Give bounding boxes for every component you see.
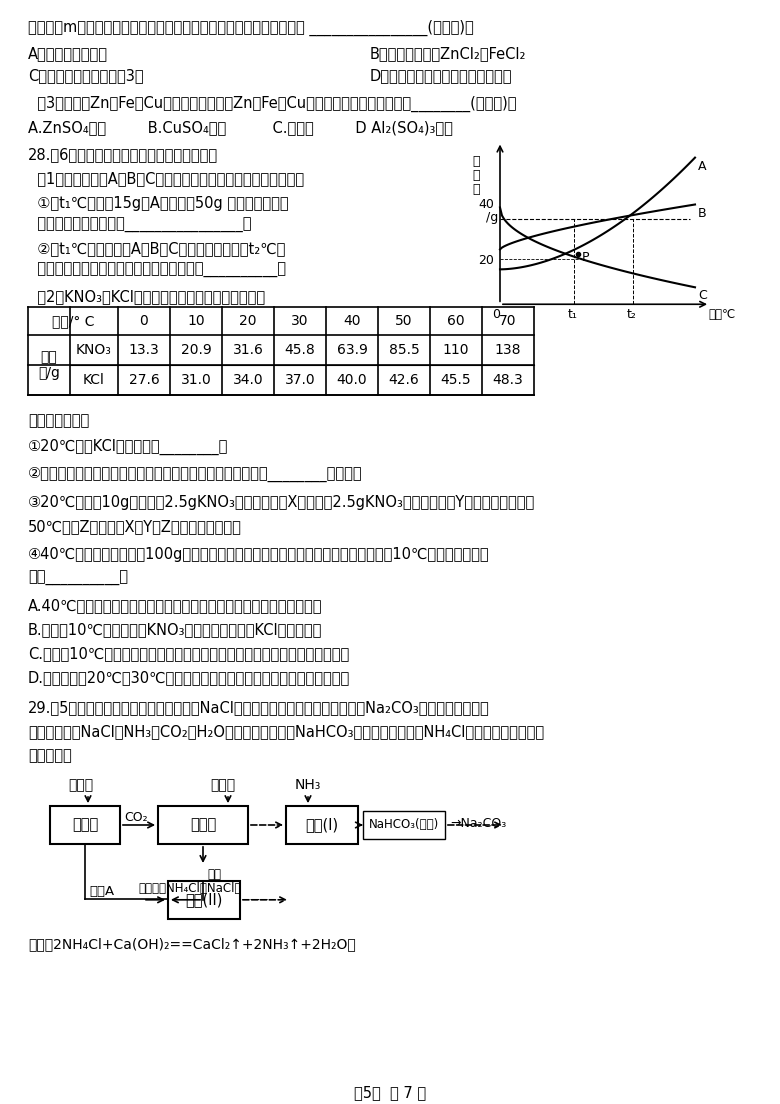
Text: 20: 20: [478, 254, 494, 267]
Text: KCl: KCl: [83, 373, 105, 388]
Text: 石灰石: 石灰石: [68, 778, 93, 792]
Text: t₁: t₁: [568, 308, 578, 321]
Text: （2）KNO₃和KCl在不同温度时的溶解度如下表所示: （2）KNO₃和KCl在不同温度时的溶解度如下表所示: [28, 289, 265, 305]
Text: 28.（6分）溶液在生产生活中有着广泛运用。: 28.（6分）溶液在生产生活中有着广泛运用。: [28, 148, 218, 162]
Text: 温度℃: 温度℃: [708, 308, 736, 321]
Bar: [168, 881, 240, 919]
Text: 31.6: 31.6: [232, 343, 264, 358]
Text: B.降温至10℃时，析出的KNO₃晶体质量比析出的KCl晶体质量大: B.降温至10℃时，析出的KNO₃晶体质量比析出的KCl晶体质量大: [28, 623, 322, 637]
Text: NH₃: NH₃: [295, 778, 321, 792]
Text: A、滤液可能是无色: A、滤液可能是无色: [28, 46, 108, 61]
Text: （1）如图所示是A、B、C三种物质的溶解度曲线，据此图回答：: （1）如图所示是A、B、C三种物质的溶解度曲线，据此图回答：: [28, 171, 304, 187]
Text: 37.0: 37.0: [285, 373, 315, 388]
Text: CO₂: CO₂: [124, 811, 147, 824]
Text: 60: 60: [447, 315, 465, 328]
Text: 30: 30: [291, 315, 309, 328]
Bar: [50, 806, 120, 843]
Text: 质量仍为m克，对所得滤液和滤渣有如下四种判断，以下判断正确的是 ________________(填序号)。: 质量仍为m克，对所得滤液和滤渣有如下四种判断，以下判断正确的是 ________…: [28, 20, 473, 36]
Text: ②若要除去硝酸钾中混有的少量氯化钾可采用的方法为溶解、________、过滤。: ②若要除去硝酸钾中混有的少量氯化钾可采用的方法为溶解、________、过滤。: [28, 467, 363, 482]
Text: A.ZnSO₄溶液         B.CuSO₄溶液          C.稀盐酸         D Al₂(SO₄)₃溶液: A.ZnSO₄溶液 B.CuSO₄溶液 C.稀盐酸 D Al₂(SO₄)₃溶液: [28, 119, 453, 135]
Text: 食盐水: 食盐水: [210, 778, 235, 792]
Text: （已知2NH₄Cl+Ca(OH)₂==CaCl₂↑+2NH₃↑+2H₂O）: （已知2NH₄Cl+Ca(OH)₂==CaCl₂↑+2NH₃↑+2H₂O）: [28, 936, 356, 951]
Bar: [158, 806, 248, 843]
Text: 煅烧炉: 煅烧炉: [72, 817, 98, 832]
Text: ①20℃时，KCl的溶解度为________。: ①20℃时，KCl的溶解度为________。: [28, 439, 229, 455]
Text: A.40℃时，硝酸钾饱和溶液中水的质量大于氯化钾饱和溶液中水的质量: A.40℃时，硝酸钾饱和溶液中水的质量大于氯化钾饱和溶液中水的质量: [28, 598, 322, 614]
Text: ①在t₁℃时，将15g的A物质加入50g 水中充分溶解，: ①在t₁℃时，将15g的A物质加入50g 水中充分溶解，: [28, 195, 289, 211]
Text: 50: 50: [395, 315, 413, 328]
Bar: [286, 806, 358, 843]
Text: 40: 40: [343, 315, 360, 328]
Text: （主要含NH₄Cl、NaCl）: （主要含NH₄Cl、NaCl）: [138, 882, 242, 895]
Text: NaHCO₃(固体): NaHCO₃(固体): [369, 818, 439, 831]
Text: 溶: 溶: [472, 155, 480, 168]
Text: （3）为探究Zn、Fe、Cu的活动性强弱，除Zn、Fe、Cu丝外，还应选的一种试剂是________(填序号)。: （3）为探究Zn、Fe、Cu的活动性强弱，除Zn、Fe、Cu丝外，还应选的一种试…: [28, 96, 516, 112]
Text: 34.0: 34.0: [232, 373, 264, 388]
Text: 50℃得到Z溶液，则X、Y、Z中为饱和溶液的是: 50℃得到Z溶液，则X、Y、Z中为饱和溶液的是: [28, 519, 242, 533]
Text: 70: 70: [499, 315, 516, 328]
Text: 设备(I): 设备(I): [306, 817, 339, 832]
Text: ……: ……: [244, 890, 269, 903]
Text: 45.8: 45.8: [285, 343, 315, 358]
Text: 沉淀池: 沉淀池: [190, 817, 216, 832]
Text: 20.9: 20.9: [181, 343, 211, 358]
Text: C.降温至10℃时，硝酸钾饱和溶液的质量分数大于氯化钾饱和溶液的质量分数: C.降温至10℃时，硝酸钾饱和溶液的质量分数大于氯化钾饱和溶液的质量分数: [28, 647, 349, 661]
Text: 0: 0: [492, 308, 500, 321]
Text: 的是__________。: 的是__________。: [28, 571, 128, 585]
Text: 所得溶液的质量分数为________________。: 所得溶液的质量分数为________________。: [28, 217, 251, 233]
Text: C: C: [698, 289, 707, 302]
Text: B: B: [698, 208, 707, 221]
Text: 13.3: 13.3: [129, 343, 159, 358]
Text: →Na₂CO₃: →Na₂CO₃: [450, 817, 506, 830]
Text: 解: 解: [472, 169, 480, 181]
Text: 63.9: 63.9: [336, 343, 367, 358]
Text: 设备(II): 设备(II): [186, 892, 222, 907]
Text: 0: 0: [140, 315, 148, 328]
Text: C、滤渣中的物质最多有3种: C、滤渣中的物质最多有3种: [28, 67, 144, 83]
Text: 回答下列问题：: 回答下列问题：: [28, 413, 89, 428]
Text: KNO₃: KNO₃: [76, 343, 112, 358]
Text: t₂: t₂: [626, 308, 636, 321]
Text: D.当温度降至20℃和30℃之间的某一温度，两种溶液的质量分数可能相等: D.当温度降至20℃和30℃之间的某一温度，两种溶液的质量分数可能相等: [28, 670, 350, 686]
Text: 138: 138: [495, 343, 521, 358]
Bar: [363, 811, 445, 839]
Text: 45.5: 45.5: [441, 373, 471, 388]
Text: 在沉淀池中让NaCl、NH₃、CO₂和H₂O尽可能多地转化成NaHCO₃（固体沉淀物）和NH₄Cl（溶液）。主要生产: 在沉淀池中让NaCl、NH₃、CO₂和H₂O尽可能多地转化成NaHCO₃（固体沉…: [28, 724, 544, 740]
Text: 固体A: 固体A: [89, 884, 114, 898]
Text: P: P: [582, 252, 590, 264]
Text: 110: 110: [443, 343, 470, 358]
Text: 29.（5分）工业上可以用食盐水（溶质为NaCl）和石灰石为主要原料制取纯碱（Na₂CO₃），生产的关键是: 29.（5分）工业上可以用食盐水（溶质为NaCl）和石灰石为主要原料制取纯碱（N…: [28, 700, 490, 715]
Text: 三种溶液的溶质质量分数由大到小的顺序为__________。: 三种溶液的溶质质量分数由大到小的顺序为__________。: [28, 264, 286, 278]
Text: 85.5: 85.5: [388, 343, 420, 358]
Text: 度: 度: [472, 182, 480, 195]
Text: ③20℃时，向10g水中加入2.5gKNO₃充分搅拌得到X，再加入2.5gKNO₃充分搅拌得到Y溶液，继续升温至: ③20℃时，向10g水中加入2.5gKNO₃充分搅拌得到X，再加入2.5gKNO…: [28, 495, 535, 510]
Text: ②在t₁℃时，分别将A、B、C的饱和溶液升温至t₂℃，: ②在t₁℃时，分别将A、B、C的饱和溶液升温至t₂℃，: [28, 242, 285, 256]
Text: ④40℃时，现有质量均为100g的硝酸钾和氯化钾两种饱和溶液，若将它们同时降温至10℃。下列说法正确: ④40℃时，现有质量均为100g的硝酸钾和氯化钾两种饱和溶液，若将它们同时降温至…: [28, 546, 490, 562]
Text: 48.3: 48.3: [493, 373, 523, 388]
Text: A: A: [698, 160, 707, 172]
Text: 40: 40: [478, 198, 494, 211]
Text: D、滤渣中加稀盐酸可能有气泡产生: D、滤渣中加稀盐酸可能有气泡产生: [370, 67, 512, 83]
Text: 42.6: 42.6: [388, 373, 420, 388]
Text: 10: 10: [187, 315, 205, 328]
Text: 溶解
度/g: 溶解 度/g: [38, 350, 60, 380]
Text: 20: 20: [239, 315, 257, 328]
Text: 母液: 母液: [207, 868, 221, 881]
Text: 流程如下：: 流程如下：: [28, 749, 72, 763]
Text: B、滤液中一定有ZnCl₂和FeCl₂: B、滤液中一定有ZnCl₂和FeCl₂: [370, 46, 526, 61]
Text: /g: /g: [486, 212, 498, 224]
Text: 温度/° C: 温度/° C: [51, 315, 94, 328]
Text: 40.0: 40.0: [337, 373, 367, 388]
Text: 27.6: 27.6: [129, 373, 159, 388]
Text: 第5页  共 7 页: 第5页 共 7 页: [354, 1085, 426, 1101]
Text: 31.0: 31.0: [181, 373, 211, 388]
